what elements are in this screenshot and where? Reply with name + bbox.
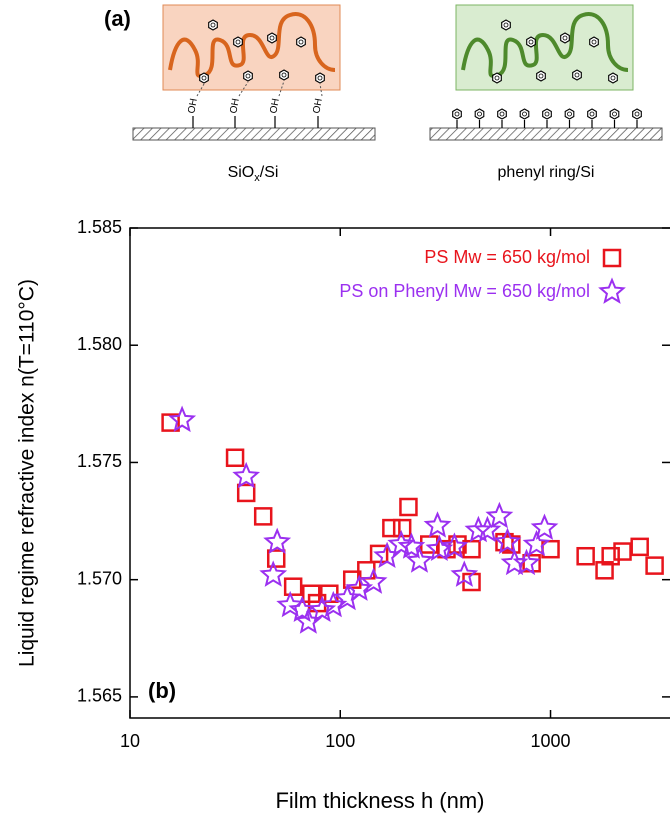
substrate-label: phenyl ring/Si: [498, 164, 595, 181]
phenyl-ring: [519, 108, 530, 120]
square-marker: [302, 584, 321, 603]
star-marker: [464, 515, 493, 543]
legend-marker: [602, 248, 622, 268]
star-marker: [397, 532, 426, 559]
square-marker: [266, 549, 286, 568]
square-marker: [462, 539, 481, 559]
square-marker: [283, 577, 303, 596]
phenyl-ring: [452, 108, 462, 120]
polymer-chain: [168, 12, 336, 78]
star-marker: [308, 595, 337, 623]
phenyl-ring: [609, 108, 620, 120]
star-marker: [450, 560, 479, 587]
phenyl-ring: [564, 108, 575, 120]
star-marker: [493, 527, 522, 555]
square-marker: [399, 497, 418, 517]
x-axis-label: Film thickness h (nm): [275, 788, 484, 813]
star-marker: [232, 461, 261, 489]
oh-label: OH: [311, 98, 324, 115]
star-marker: [530, 513, 559, 540]
oh-label: OH: [228, 98, 241, 115]
star-marker: [522, 529, 551, 557]
square-marker: [645, 556, 664, 575]
substrate: [132, 127, 376, 141]
star-marker: [359, 567, 388, 594]
axis-frame: [129, 227, 670, 719]
phenyl-ring: [587, 108, 597, 120]
star-marker: [259, 560, 288, 587]
y-tick-label: 1.575: [77, 451, 122, 471]
x-tick-label: 10: [120, 731, 140, 751]
star-marker: [440, 532, 469, 559]
polymer-chain: [461, 12, 629, 78]
substrate-label: SiOx/Si: [228, 164, 279, 184]
square-marker: [595, 561, 614, 580]
y-axis-label: Liquid regime refractive index n(T=110°C…: [16, 279, 39, 667]
square-marker: [613, 542, 632, 561]
square-marker: [601, 546, 620, 566]
phenyl-ring: [474, 108, 485, 120]
star-marker: [333, 583, 362, 611]
x-tick-label: 100: [325, 731, 355, 751]
square-marker: [225, 448, 245, 468]
star-marker: [485, 501, 514, 529]
phenyl-ring: [542, 108, 552, 120]
y-tick-label: 1.580: [77, 334, 122, 354]
square-marker: [369, 544, 389, 564]
panel-label: (b): [148, 678, 176, 703]
star-marker: [168, 405, 197, 433]
panel-label: (a): [104, 6, 131, 31]
oh-label: OH: [186, 98, 199, 115]
y-tick-label: 1.585: [77, 217, 122, 237]
square-marker: [382, 518, 401, 538]
oh-label: OH: [268, 98, 281, 115]
legend-label: PS Mw = 650 kg/mol: [424, 247, 590, 267]
star-marker: [425, 534, 454, 562]
star-marker: [263, 527, 292, 555]
square-marker: [161, 413, 180, 432]
square-marker: [236, 483, 256, 503]
square-marker: [630, 537, 649, 557]
square-marker: [253, 507, 273, 526]
star-marker: [473, 515, 502, 543]
y-tick-label: 1.565: [77, 686, 122, 706]
square-marker: [502, 535, 521, 554]
star-marker: [423, 511, 452, 538]
star-marker: [512, 548, 541, 576]
phenyl-ring: [632, 108, 642, 120]
y-tick-label: 1.570: [77, 568, 122, 588]
schematic: (a) OH OH OH OH SiOx/Si phenyl ring/Si: [104, 4, 663, 184]
star-marker: [405, 546, 434, 573]
x-tick-label: 1000: [531, 731, 571, 751]
star-marker: [276, 590, 305, 618]
phenyl-ring: [497, 108, 507, 120]
substrate: [429, 127, 663, 141]
square-marker: [576, 546, 595, 566]
legend-marker: [598, 277, 626, 304]
legend-label: PS on Phenyl Mw = 650 kg/mol: [339, 281, 590, 301]
